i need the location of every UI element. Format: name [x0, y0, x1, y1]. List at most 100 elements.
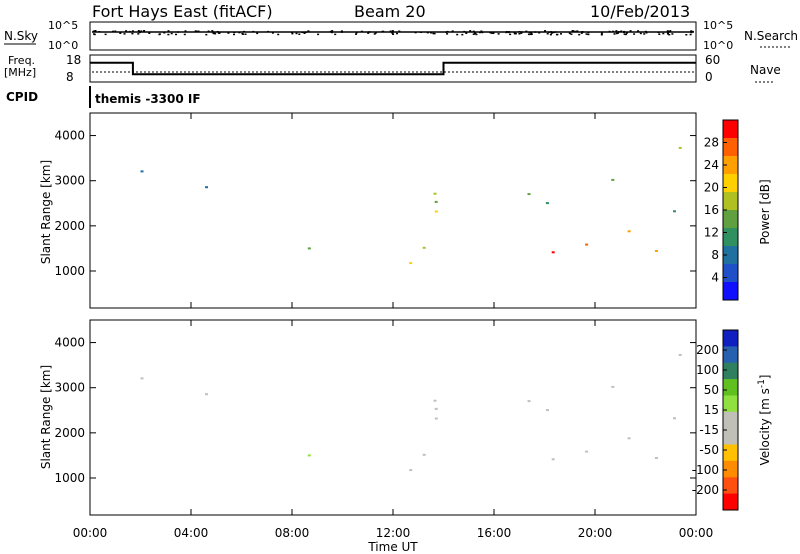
colorbar-tick-label: 50	[704, 383, 719, 397]
velocity-echo-field	[140, 353, 682, 472]
noise-point	[643, 33, 646, 35]
velocity-ylabel: Slant Range [km]	[39, 365, 53, 469]
y-tick-label: 3000	[54, 381, 85, 395]
colorbar-segment	[723, 477, 738, 495]
noise-point	[587, 33, 590, 36]
noise-point	[514, 32, 517, 35]
noise-point	[666, 30, 669, 32]
noise-point	[307, 30, 310, 32]
noise-point	[550, 32, 553, 34]
colorbar-segment	[723, 444, 738, 462]
noise-point	[104, 33, 107, 36]
nsearch-tick-low: 10^0	[703, 39, 733, 52]
noise-point	[94, 30, 97, 32]
noise-point	[456, 33, 459, 36]
freq-label-2: [MHz]	[4, 66, 36, 79]
noise-point	[242, 33, 244, 35]
velocity-colorbar-label-main: Velocity [m s	[758, 388, 772, 465]
noise-trace	[92, 30, 694, 36]
velocity-echo-cell	[434, 407, 438, 410]
colorbar-segment	[723, 120, 738, 139]
noise-point	[624, 33, 627, 36]
freq-label-1: Freq.	[8, 54, 35, 67]
colorbar-segment	[723, 210, 738, 229]
power-echo-cell	[527, 193, 531, 196]
velocity-echo-cell	[422, 453, 426, 456]
noise-point	[600, 32, 603, 35]
noise-point	[256, 32, 259, 35]
noise-point	[509, 33, 512, 36]
noise-point	[137, 33, 140, 35]
power-colorbar-label: Power [dB]	[758, 179, 772, 244]
colorbar-tick-label: 100	[696, 363, 719, 377]
noise-point	[374, 32, 377, 34]
power-echo-cell	[140, 170, 144, 173]
power-echo-cell	[433, 192, 437, 195]
velocity-echo-cell	[678, 353, 682, 356]
date-label: 10/Feb/2013	[590, 2, 690, 21]
y-tick-label: 4000	[54, 336, 85, 350]
noise-point	[546, 33, 549, 35]
colorbar-segment	[723, 346, 738, 364]
x-tick-label: 12:00	[376, 526, 411, 540]
noise-point	[671, 33, 674, 35]
colorbar-segment	[723, 264, 738, 283]
noise-point	[331, 30, 334, 32]
noise-point	[461, 33, 464, 36]
noise-point	[271, 32, 274, 34]
noise-point	[131, 32, 134, 35]
noise-point	[474, 32, 477, 35]
noise-point	[527, 33, 530, 36]
noise-point	[244, 33, 247, 35]
colorbar-tick-label: -50	[699, 443, 719, 457]
power-echo-cell	[205, 186, 208, 189]
time-axis: 00:00 04:00 08:00 12:00 16:00 20:00 00:00	[73, 113, 713, 540]
velocity-echo-cell	[433, 399, 437, 402]
power-echo-field	[140, 146, 682, 265]
velocity-echo-cell	[527, 400, 531, 403]
freq-tick-low: 8	[66, 70, 74, 84]
noise-point	[520, 32, 523, 34]
y-tick-label: 2000	[54, 219, 85, 233]
velocity-echo-cell	[654, 457, 658, 459]
colorbar-segment	[723, 395, 738, 413]
noise-point	[143, 30, 146, 32]
noise-point	[175, 33, 177, 36]
noise-point	[580, 32, 583, 34]
power-echo-cell	[434, 200, 438, 203]
power-echo-cell	[678, 146, 682, 149]
noise-point	[211, 30, 214, 32]
noise-point	[277, 33, 280, 36]
y-tick-label: 1000	[54, 471, 85, 485]
noise-point	[469, 30, 472, 32]
noise-point	[119, 32, 122, 34]
velocity-echo-cell	[140, 377, 144, 380]
noise-point	[392, 33, 395, 35]
colorbar-tick-label: 20	[704, 181, 719, 195]
noise-point	[568, 32, 571, 35]
noise-point	[623, 33, 626, 35]
noise-point	[555, 33, 558, 36]
noise-point	[600, 34, 603, 36]
colorbar-tick-label: 28	[704, 136, 719, 150]
noise-point	[530, 33, 533, 35]
noise-point	[355, 33, 357, 35]
noise-point	[518, 33, 521, 35]
colorbar-tick-label: -15	[699, 423, 719, 437]
y-tick-label: 4000	[54, 129, 85, 143]
noise-point	[475, 33, 478, 36]
noise-point	[167, 30, 170, 32]
velocity-colorbar-label: Velocity [m s-1]	[757, 375, 772, 466]
noise-point	[317, 33, 320, 36]
power-echo-cell	[551, 251, 555, 254]
colorbar-tick-label: -200	[692, 483, 719, 497]
x-tick-label: 00:00	[73, 526, 108, 540]
nsky-label: N.Sky	[4, 29, 38, 43]
noise-point	[194, 30, 197, 32]
colorbar-segment	[723, 192, 738, 211]
station-title: Fort Hays East (fitACF)	[92, 2, 273, 21]
colorbar-tick-label: 8	[711, 248, 719, 262]
freq-panel-frame	[89, 54, 697, 83]
y-tick-label: 1000	[54, 264, 85, 278]
